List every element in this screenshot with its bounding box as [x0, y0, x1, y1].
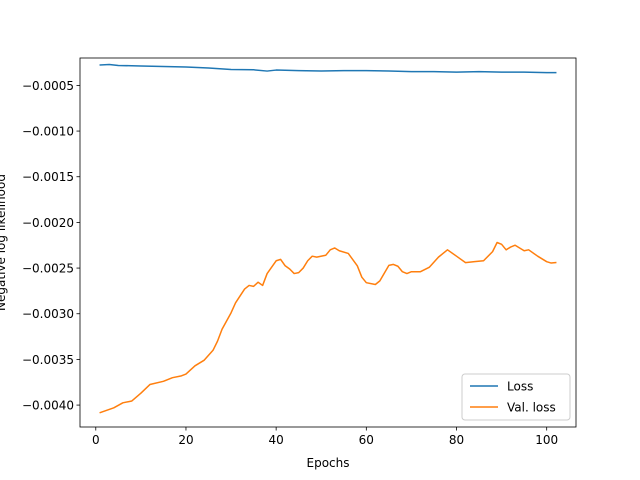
y-tick-label: −0.0040 — [22, 399, 74, 413]
x-tick-label: 80 — [449, 433, 464, 447]
x-tick-label: 0 — [92, 433, 100, 447]
axes-frame — [79, 57, 577, 428]
x-axis-label: Epochs — [307, 456, 350, 470]
x-tick-label: 100 — [535, 433, 558, 447]
y-tick-label: −0.0025 — [22, 262, 74, 276]
series-line-val-loss — [99, 241, 557, 414]
legend-label-val-loss: Val. loss — [507, 401, 556, 415]
legend: Loss Val. loss — [461, 373, 571, 421]
y-tick-label: −0.0015 — [22, 170, 74, 184]
y-tick-label: −0.0035 — [22, 353, 74, 367]
legend-label-loss: Loss — [507, 380, 533, 394]
y-tick-label: −0.0030 — [22, 307, 74, 321]
y-tick-label: −0.0010 — [22, 125, 74, 139]
plot-area — [99, 63, 557, 414]
y-tick-label: −0.0005 — [22, 79, 74, 93]
axes: 0 20 40 60 80 100 −0.0040 −0.0035 −0.0030 −0.0025… — [0, 57, 577, 470]
x-tick-label: 40 — [269, 433, 284, 447]
series-line-loss — [99, 63, 557, 74]
x-tick-label: 60 — [359, 433, 374, 447]
x-tick-label: 20 — [178, 433, 193, 447]
y-axis-label: Negative log likelihood — [0, 174, 8, 311]
y-tick-label: −0.0020 — [22, 216, 74, 230]
